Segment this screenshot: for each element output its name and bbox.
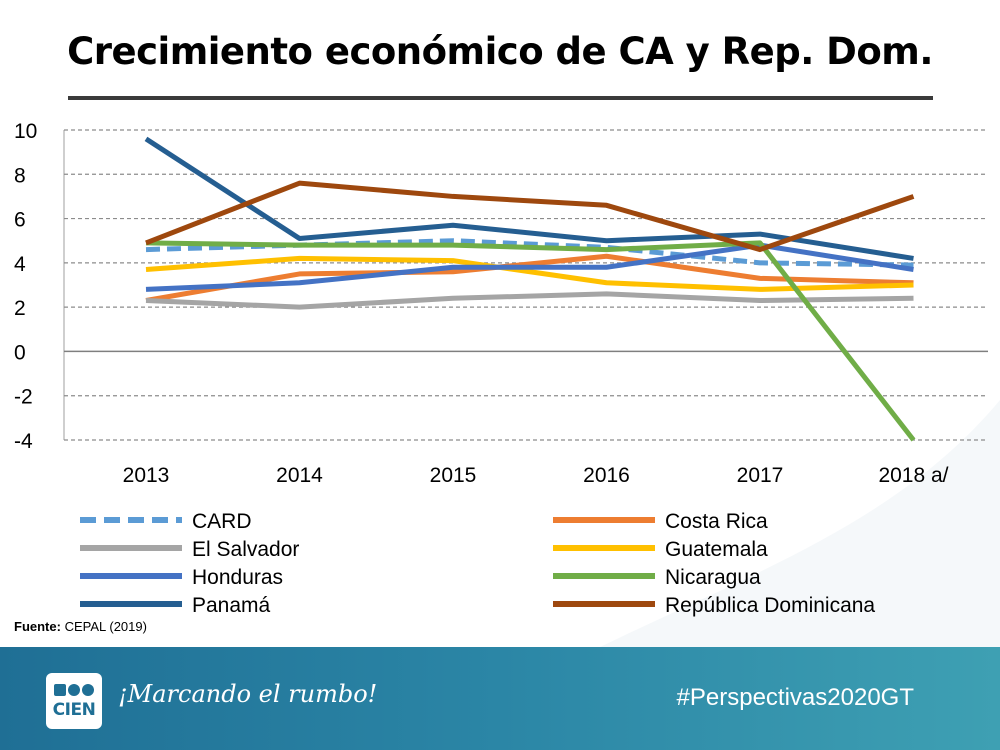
series-line-rep-blica-dominicana (145, 180, 915, 253)
legend-label: El Salvador (192, 538, 299, 561)
x-tick-label: 2014 (276, 464, 323, 487)
slogan: ¡Marcando el rumbo! (118, 680, 378, 708)
y-tick-label: 10 (14, 120, 37, 143)
hashtag: #Perspectivas2020GT (676, 684, 914, 711)
legend-label: Costa Rica (665, 510, 768, 533)
y-tick-label: -2 (14, 386, 33, 409)
series-line-nicaragua (145, 240, 916, 442)
logo-text: CIEN (52, 700, 96, 720)
y-tick-label: 0 (14, 341, 26, 364)
source-note: Fuente: CEPAL (2019) (14, 619, 147, 634)
source-text: CEPAL (2019) (64, 619, 147, 634)
page-title: Crecimiento económico de CA y Rep. Dom. (67, 30, 933, 73)
legend-label: República Dominicana (665, 594, 875, 617)
footer-bar (0, 647, 1000, 750)
y-tick-label: 4 (14, 253, 26, 276)
source-label: Fuente: (14, 619, 61, 634)
x-tick-label: 2017 (737, 464, 784, 487)
logo-dot (82, 684, 94, 696)
y-tick-label: 2 (14, 297, 26, 320)
growth-line-chart: 10 8 6 4 2 0 -2 -4 2013 2014 2015 2016 2017 2018 a/CA… (14, 120, 988, 617)
legend-label: Guatemala (665, 538, 768, 561)
x-tick-label: 2015 (430, 464, 477, 487)
legend-label: Honduras (192, 566, 283, 589)
legend-label: Panamá (192, 594, 271, 617)
x-tick-label: 2016 (583, 464, 630, 487)
y-tick-label: 6 (14, 209, 26, 232)
x-tick-label: 2013 (123, 464, 170, 487)
logo-dot (54, 684, 66, 696)
series-line-el-salvador (145, 291, 914, 310)
logo-dot (68, 684, 80, 696)
y-tick-label: -4 (14, 430, 33, 453)
legend-label: CARD (192, 510, 252, 533)
series-line-guatemala (145, 255, 914, 292)
legend-label: Nicaragua (665, 566, 761, 589)
logo-dots (54, 684, 94, 696)
series-line-honduras (145, 242, 914, 292)
y-tick-label: 8 (14, 164, 26, 187)
x-tick-label: 2018 a/ (878, 464, 948, 487)
title-divider (68, 96, 933, 100)
cien-logo: CIEN (46, 673, 102, 729)
